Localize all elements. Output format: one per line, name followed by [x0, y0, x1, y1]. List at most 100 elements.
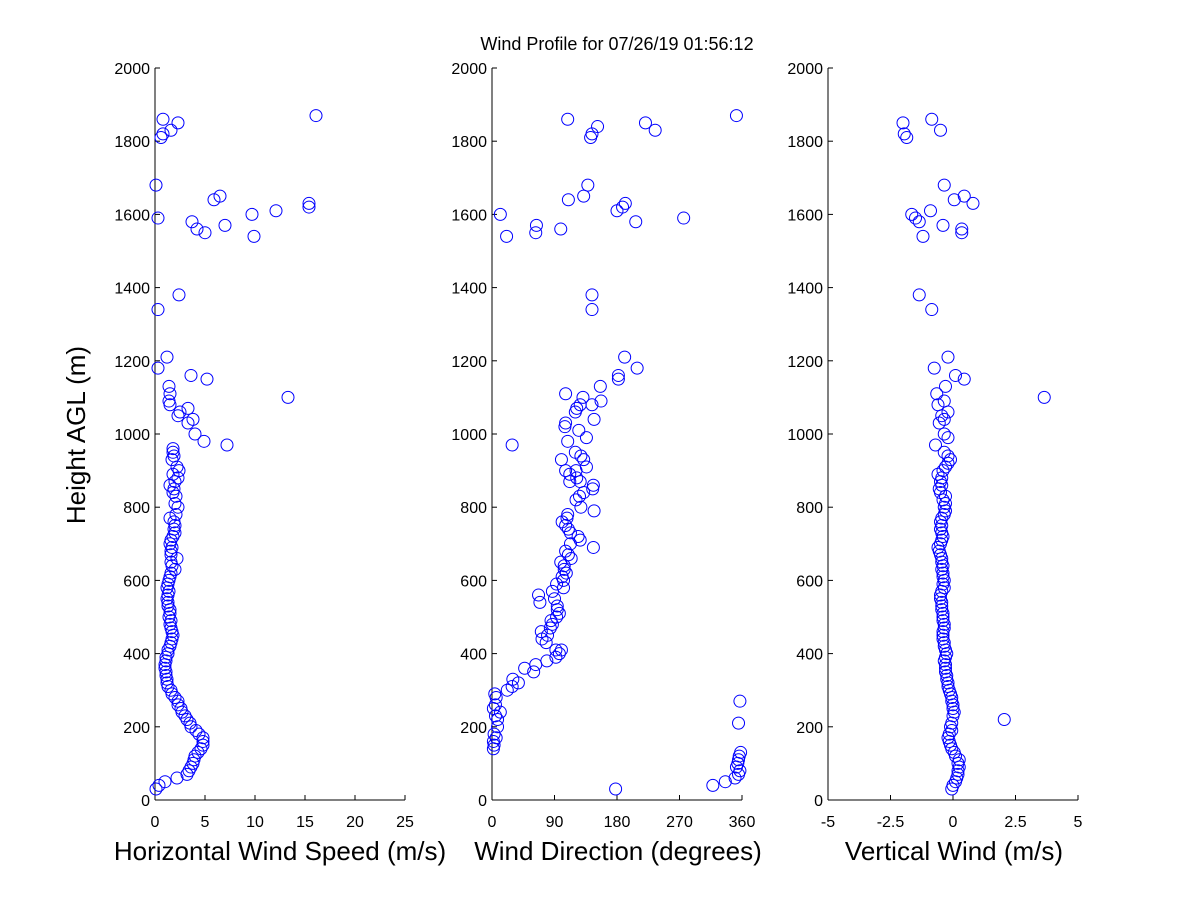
y-tick-label: 1000	[451, 427, 487, 444]
data-point	[489, 731, 503, 745]
data-point	[570, 401, 584, 415]
data-point	[554, 453, 568, 467]
data-point	[940, 672, 954, 686]
data-point	[194, 742, 208, 756]
data-point	[929, 438, 942, 452]
horizontal-wind-speed-panel: Height AGL (m) Horizontal Wind Speed (m/…	[61, 61, 446, 866]
data-point	[946, 702, 960, 715]
data-point	[156, 127, 170, 141]
data-point	[164, 566, 178, 580]
y-tick-label: 1200	[787, 354, 823, 371]
x-axis-title-vertical-wind: Vertical Wind (m/s)	[845, 836, 1063, 866]
data-point	[957, 372, 971, 386]
y-tick-label: 1600	[114, 207, 150, 224]
y-tick-label: 800	[123, 500, 150, 517]
data-point	[941, 431, 955, 445]
data-point	[281, 390, 295, 404]
data-point	[163, 387, 177, 401]
data-point	[563, 537, 577, 551]
data-point	[533, 595, 547, 609]
data-point	[529, 226, 543, 240]
data-point	[900, 131, 914, 145]
data-point	[167, 515, 181, 529]
data-point	[192, 727, 206, 741]
data-point	[941, 449, 955, 463]
y-tick-label: 1600	[451, 207, 487, 224]
data-point	[532, 588, 546, 602]
data-point	[486, 734, 500, 748]
figure-title: Wind Profile for 07/26/19 01:56:12	[480, 34, 753, 54]
y-tick-label: 1000	[787, 427, 823, 444]
y-tick-label: 400	[796, 647, 823, 664]
data-point	[587, 504, 601, 518]
data-point	[561, 193, 575, 207]
data-point	[178, 709, 192, 723]
data-point	[611, 368, 625, 382]
data-point	[181, 401, 195, 415]
data-point	[947, 745, 961, 759]
x-tick-label: 5	[1074, 814, 1083, 831]
x-tick-label: 15	[296, 814, 314, 831]
x-tick-label: 180	[604, 814, 631, 831]
x-tick-label: -2.5	[877, 814, 905, 831]
data-point	[302, 196, 316, 210]
data-point	[160, 350, 174, 364]
data-point	[733, 694, 747, 708]
data-point	[638, 116, 652, 130]
data-point	[955, 226, 969, 240]
data-point	[506, 672, 520, 686]
data-point	[488, 687, 502, 701]
data-point	[936, 610, 950, 624]
data-point	[196, 734, 210, 748]
data-point	[937, 427, 951, 441]
data-point	[952, 753, 966, 767]
y-tick-label: 200	[123, 720, 150, 737]
y-tick-label: 1400	[451, 281, 487, 298]
data-point	[548, 592, 561, 606]
y-tick-label: 800	[796, 500, 823, 517]
data-point	[160, 676, 174, 690]
data-point	[245, 207, 259, 221]
data-point	[183, 716, 197, 730]
data-point	[172, 288, 186, 302]
data-point	[734, 745, 748, 759]
data-point	[188, 427, 202, 441]
data-point	[158, 661, 172, 675]
data-point	[163, 606, 177, 620]
data-point	[161, 599, 175, 613]
data-point	[573, 533, 587, 547]
y-tick-label: 0	[141, 793, 150, 810]
data-point	[930, 387, 944, 401]
x-tick-label: 0	[488, 814, 497, 831]
data-point	[550, 599, 564, 613]
data-point	[937, 639, 951, 653]
data-point	[616, 200, 630, 214]
data-point	[934, 123, 947, 137]
data-point	[935, 603, 949, 617]
data-point	[191, 745, 205, 759]
data-point	[648, 123, 662, 137]
data-point	[947, 193, 961, 207]
data-point	[939, 661, 952, 675]
data-point	[957, 189, 971, 203]
data-point	[555, 570, 569, 584]
data-point	[156, 112, 170, 126]
data-point	[186, 412, 200, 426]
data-point	[563, 467, 577, 481]
data-point	[180, 712, 194, 726]
data-point	[946, 778, 960, 792]
y-tick-label: 1600	[787, 207, 823, 224]
data-point	[534, 625, 548, 639]
data-point	[570, 471, 584, 485]
x-axis-title-horizontal-speed: Horizontal Wind Speed (m/s)	[114, 836, 446, 866]
y-tick-label: 400	[460, 647, 487, 664]
y-tick-label: 1200	[451, 354, 487, 371]
data-point	[573, 489, 586, 503]
x-tick-label: 90	[546, 814, 564, 831]
data-point	[165, 453, 179, 467]
data-point	[182, 764, 196, 778]
data-point	[586, 540, 600, 554]
data-point	[162, 584, 176, 598]
data-point	[220, 438, 234, 452]
data-point	[559, 544, 573, 558]
